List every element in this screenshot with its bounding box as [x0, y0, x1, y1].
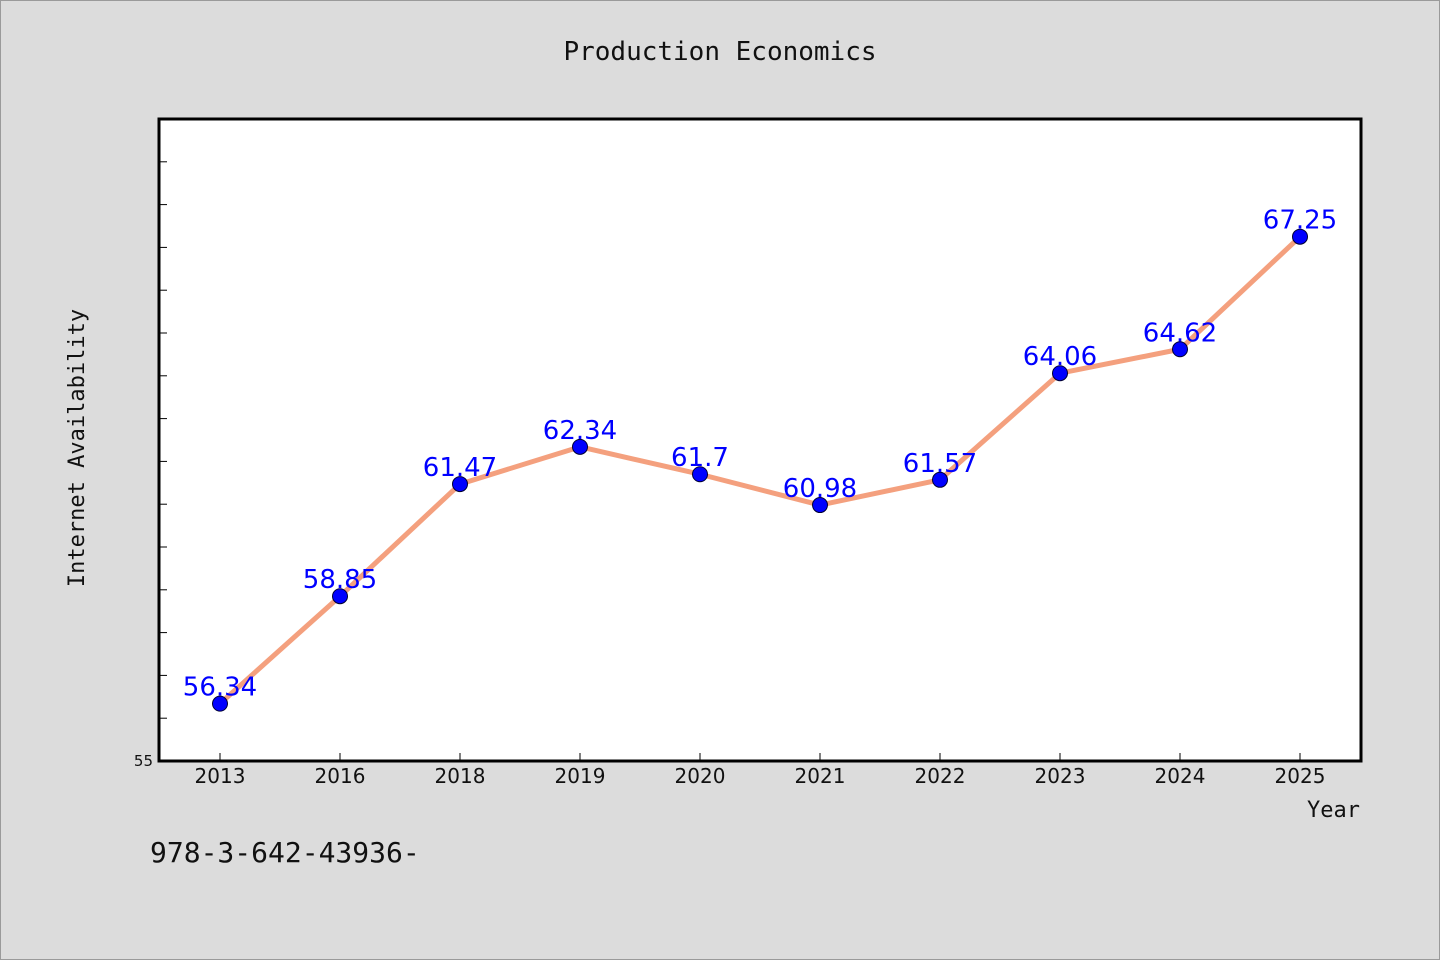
data-point: [1292, 228, 1308, 245]
y-tick-label: 55: [134, 752, 153, 770]
data-label: 58.85: [303, 565, 377, 595]
data-point: [572, 438, 588, 455]
y-axis-title: Internet Availability: [65, 309, 90, 587]
data-point: [1052, 365, 1068, 382]
data-point: [1172, 341, 1188, 358]
data-label: 56.34: [183, 673, 257, 703]
plot-area: [157, 117, 1363, 763]
data-label: 61.57: [903, 449, 977, 479]
data-label: 62.34: [543, 416, 617, 446]
x-axis-title: Year: [1307, 798, 1360, 823]
isbn-text: 978-3-642-43936-: [150, 836, 420, 869]
data-point: [452, 476, 468, 493]
chart-title: Production Economics: [563, 37, 876, 67]
x-axis-ticks: 2013 2016 2018 2019 2020 2021 2022 2023 2024 2025: [195, 753, 1326, 788]
x-tick-label: 2016: [315, 764, 366, 788]
x-tick-label: 2025: [1275, 764, 1326, 788]
data-point: [812, 497, 828, 514]
data-point: [212, 695, 228, 712]
series-line: [217, 234, 1303, 707]
series-group: 56.34 58.85 61.47 62.34 61.7 60.98 61.57 64.06 6…: [183, 206, 1337, 712]
data-label: 64.62: [1143, 318, 1217, 348]
x-tick-label: 2018: [435, 764, 486, 788]
y-axis-ticks: 55: [134, 161, 167, 770]
x-tick-label: 2019: [555, 764, 606, 788]
x-tick-label: 2013: [195, 764, 246, 788]
data-label: 61.47: [423, 453, 497, 483]
x-tick-label: 2023: [1035, 764, 1086, 788]
data-point: [332, 588, 348, 605]
x-tick-label: 2022: [915, 764, 966, 788]
data-label: 67.25: [1263, 206, 1337, 236]
data-point: [692, 466, 708, 483]
data-label: 64.06: [1023, 342, 1097, 372]
x-tick-label: 2024: [1155, 764, 1206, 788]
data-label: 60.98: [783, 474, 857, 504]
x-tick-label: 2020: [675, 764, 726, 788]
data-point: [932, 471, 948, 488]
data-label: 61.7: [671, 443, 729, 473]
x-tick-label: 2021: [795, 764, 846, 788]
